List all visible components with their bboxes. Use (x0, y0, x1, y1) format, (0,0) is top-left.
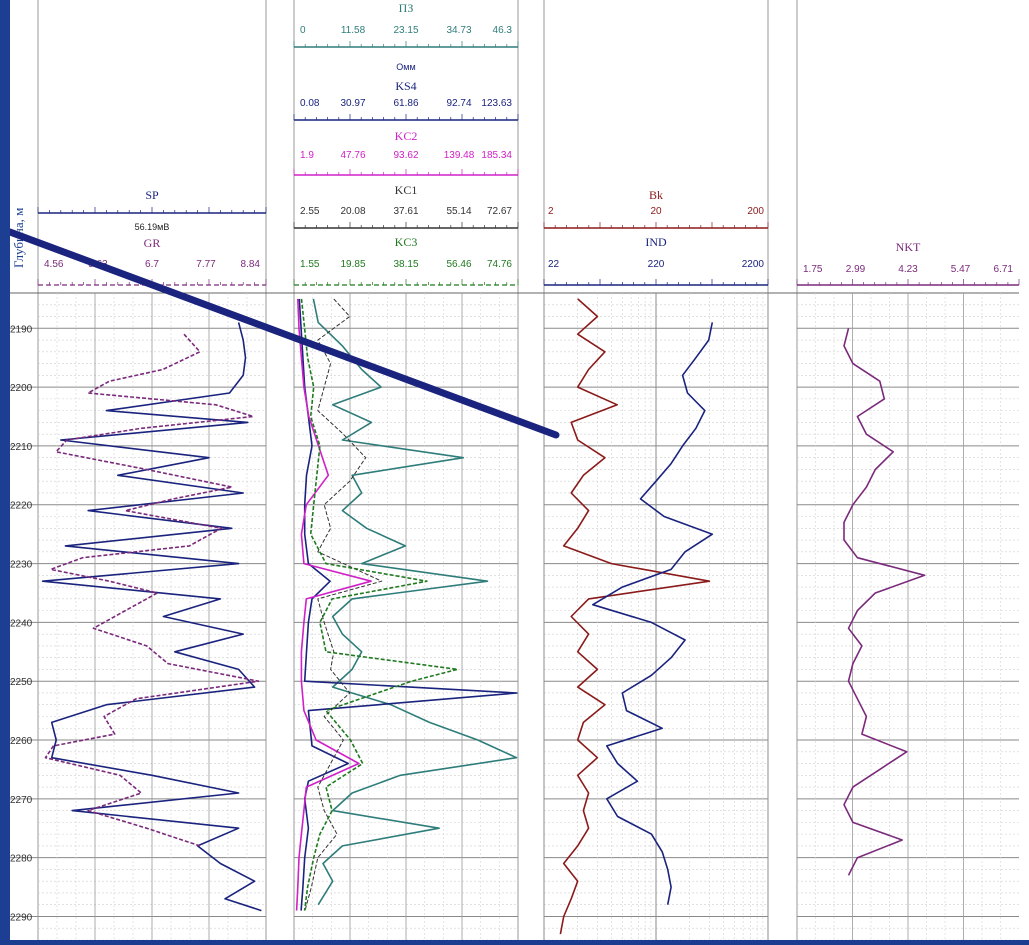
scale-tick-label: 20 (650, 206, 662, 217)
depth-tick-label: 2190 (10, 324, 33, 335)
scale-tick-label: 38.15 (393, 259, 418, 270)
depth-tick-label: 2250 (10, 677, 33, 688)
curve-title-SP: SP (145, 188, 159, 202)
curve-KC1 (304, 298, 383, 911)
curve-title-KS4: KS4 (395, 79, 416, 93)
grid-layer (10, 0, 1019, 941)
scale-tick-label: 6.71 (994, 264, 1014, 275)
scale-tick-label: 2 (548, 206, 554, 217)
scale-tick-label: 1.55 (300, 259, 320, 270)
scale-tick-label: 30.97 (340, 98, 365, 109)
curve-Bk (559, 298, 711, 935)
curve-title-Bk: Bk (649, 188, 663, 202)
scale-tick-label: 7.77 (196, 259, 216, 270)
scale-tick-label: 8.84 (241, 259, 261, 270)
curve-layer (41, 298, 926, 935)
curve-title-IND: IND (645, 235, 667, 249)
curve-unit-SP: 56.19мВ (135, 222, 170, 232)
scale-tick-label: 47.76 (340, 150, 365, 161)
scale-tick-label: 1.9 (300, 150, 314, 161)
depth-tick-label: 2210 (10, 442, 33, 453)
scale-tick-label: 2200 (742, 259, 765, 270)
curve-KC3 (300, 298, 459, 911)
scale-tick-label: 185.34 (481, 150, 512, 161)
scale-tick-label: 220 (648, 259, 665, 270)
scale-tick-label: 200 (747, 206, 764, 217)
scale-tick-label: 6.7 (145, 259, 159, 270)
scale-tick-label: 0.08 (300, 98, 320, 109)
scale-tick-label: 93.62 (393, 150, 418, 161)
depth-tick-label: 2200 (10, 383, 33, 394)
scale-tick-label: 11.58 (341, 25, 366, 36)
scale-tick-label: 56.46 (446, 259, 471, 270)
curve-KC2 (295, 298, 372, 911)
depth-tick-label: 2270 (10, 795, 33, 806)
scale-tick-label: 72.67 (487, 206, 512, 217)
scale-tick-label: 22 (548, 259, 560, 270)
curve-unit-KS4: Омм (396, 62, 415, 72)
scale-tick-label: 123.63 (481, 98, 512, 109)
scale-tick-label: 74.76 (487, 259, 512, 270)
scale-tick-label: 34.73 (446, 25, 471, 36)
well-log-chart: SP56.19мВGR4.565.636.77.778.84ПЗ011.5823… (6, 0, 1020, 941)
curve-title-ПЗ: ПЗ (399, 1, 414, 15)
scale-tick-label: 4.56 (44, 259, 64, 270)
scale-tick-label: 139.48 (444, 150, 475, 161)
scale-tick-label: 61.86 (393, 98, 418, 109)
depth-tick-label: 2220 (10, 501, 33, 512)
scale-tick-label: 5.47 (951, 264, 971, 275)
depth-tick-label: 2240 (10, 618, 33, 629)
curve-title-KC1: KC1 (395, 183, 418, 197)
scale-tick-label: 37.61 (393, 206, 418, 217)
depth-tick-label: 2230 (10, 560, 33, 571)
depth-tick-label: 2290 (10, 912, 33, 923)
header-layer: SP56.19мВGR4.565.636.77.778.84ПЗ011.5823… (37, 1, 1020, 286)
scale-tick-label: 92.74 (446, 98, 471, 109)
curve-title-GR: GR (144, 236, 161, 250)
curve-title-KC2: KC2 (395, 129, 418, 143)
curve-KS4 (298, 298, 518, 911)
depth-axis: Глубина, м 21902200221022202230224022502… (10, 208, 33, 924)
scale-tick-label: 46.3 (493, 25, 513, 36)
log-sheet: SP56.19мВGR4.565.636.77.778.84ПЗ011.5823… (6, 0, 1029, 941)
scale-tick-label: 0 (300, 25, 306, 36)
scale-tick-label: 23.15 (393, 25, 418, 36)
curve-title-NKT: NKT (896, 240, 921, 254)
depth-tick-label: 2280 (10, 854, 33, 865)
curve-ПЗ (312, 298, 518, 906)
scale-tick-label: 4.23 (898, 264, 918, 275)
curve-SP (41, 322, 262, 912)
scale-tick-label: 1.75 (803, 264, 823, 275)
scale-tick-label: 19.85 (340, 259, 365, 270)
depth-tick-label: 2260 (10, 736, 33, 747)
scale-tick-label: 55.14 (446, 206, 471, 217)
scale-tick-label: 20.08 (340, 206, 365, 217)
curve-title-KC3: KC3 (395, 235, 418, 249)
curve-NKT (843, 328, 926, 876)
pointer-arrow (6, 228, 560, 439)
scale-tick-label: 2.55 (300, 206, 320, 217)
scale-tick-label: 2.99 (846, 264, 866, 275)
curve-IND (592, 322, 714, 905)
